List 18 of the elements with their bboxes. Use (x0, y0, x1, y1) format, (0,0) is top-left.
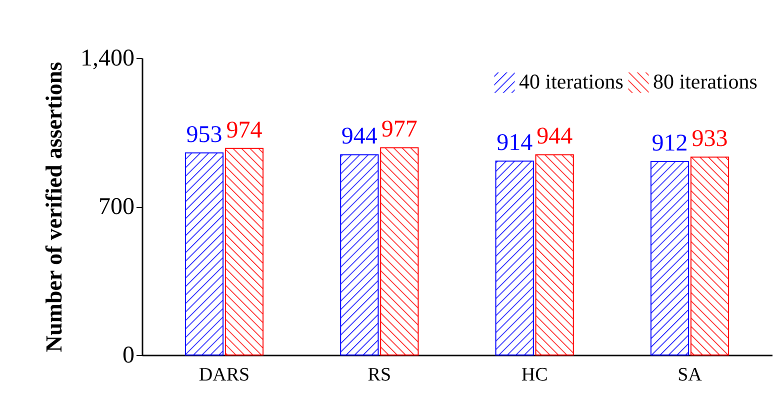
y-axis-title: Number of verified assertions (42, 62, 66, 352)
data-label: 933 (692, 126, 728, 152)
y-tick-label: 700 (98, 194, 134, 220)
data-label: 974 (226, 117, 262, 144)
y-tick-label: 0 (122, 342, 134, 368)
x-tick-label: DARS (198, 364, 250, 386)
x-tick-label: HC (521, 364, 548, 386)
legend-label: 40 iterations (519, 70, 624, 94)
data-label: 944 (341, 124, 378, 150)
x-tick-label: SA (678, 364, 702, 386)
x-tick-label: RS (368, 364, 392, 386)
data-label: 977 (381, 116, 418, 143)
data-label: 912 (652, 130, 688, 157)
data-label: 953 (186, 122, 222, 148)
legend-label: 80 iterations (653, 70, 758, 94)
data-label: 914 (496, 130, 533, 156)
y-tick-label: 1,400 (80, 46, 134, 72)
data-label: 944 (536, 124, 573, 150)
